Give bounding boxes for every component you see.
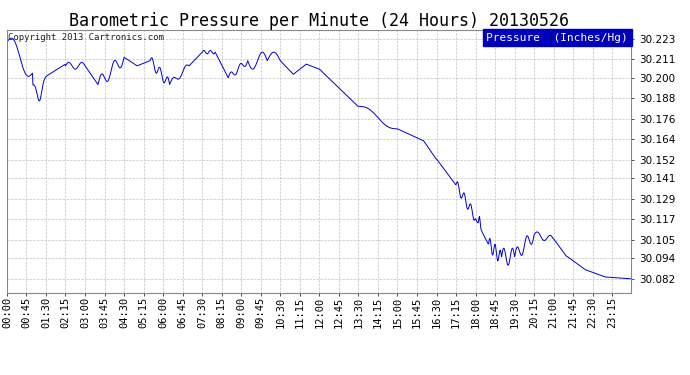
Text: Pressure  (Inches/Hg): Pressure (Inches/Hg) bbox=[486, 33, 628, 43]
Text: Copyright 2013 Cartronics.com: Copyright 2013 Cartronics.com bbox=[8, 33, 164, 42]
Title: Barometric Pressure per Minute (24 Hours) 20130526: Barometric Pressure per Minute (24 Hours… bbox=[69, 12, 569, 30]
